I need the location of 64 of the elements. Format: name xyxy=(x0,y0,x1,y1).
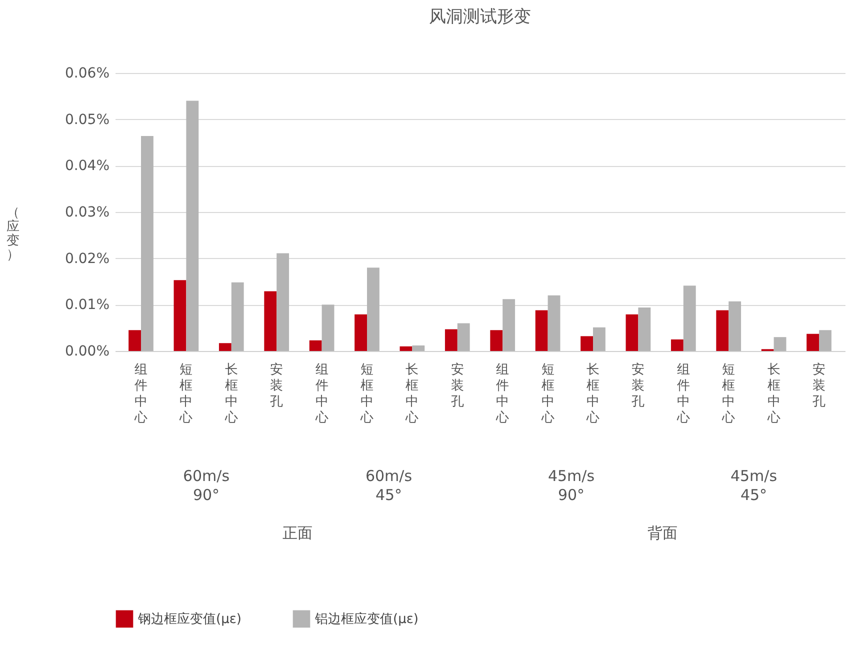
bar xyxy=(444,329,458,351)
x-tick-label: 短框中心 xyxy=(721,362,736,426)
bar xyxy=(580,336,594,351)
y-tick-label: 0.03% xyxy=(65,204,110,220)
bar xyxy=(490,330,503,351)
bar xyxy=(638,307,651,351)
bar xyxy=(218,343,232,351)
legend-label: 钢边框应变值(με) xyxy=(137,610,242,627)
bar xyxy=(457,323,470,351)
bar xyxy=(354,314,367,351)
bar xyxy=(626,314,638,351)
bar xyxy=(140,136,154,351)
bar xyxy=(535,310,548,351)
bar xyxy=(683,286,696,351)
x-tick-label: 长框中心 xyxy=(766,362,780,426)
x-tick-label: 长框中心 xyxy=(224,362,238,426)
y-tick-label: 0.01% xyxy=(65,297,110,314)
bar xyxy=(806,334,820,351)
bar xyxy=(366,268,380,351)
text: 45m/s 90° xyxy=(548,467,595,504)
bar xyxy=(309,340,322,351)
bar xyxy=(819,330,832,351)
bar xyxy=(502,299,516,351)
bar xyxy=(400,346,412,351)
bar xyxy=(128,330,141,351)
x-tick-label: 组件中心 xyxy=(133,362,148,426)
x-tick-label: 组件中心 xyxy=(314,362,328,426)
x-tick-label: 短框中心 xyxy=(178,362,193,426)
x-tick-label: 组件中心 xyxy=(495,362,510,426)
bar xyxy=(670,339,684,351)
bar xyxy=(322,304,334,351)
bar xyxy=(412,345,425,351)
x-tick-label: 长框中心 xyxy=(404,362,419,426)
x-tick-label: 长框中心 xyxy=(586,362,600,426)
x-tick-label: 安装孔 xyxy=(270,362,284,410)
x-tick-label: 安装孔 xyxy=(450,362,464,410)
bar xyxy=(593,327,606,351)
legend-label: 铝边框应变值(με) xyxy=(314,610,418,627)
y-tick-label: 0.05% xyxy=(65,112,110,128)
text: 45m/s 45° xyxy=(730,467,778,504)
x-tick-label: 安装孔 xyxy=(812,362,826,410)
bar xyxy=(774,337,786,351)
bar xyxy=(276,253,290,351)
bar xyxy=(716,310,729,351)
y-tick-label: 0.04% xyxy=(65,158,110,174)
y-axis-title: （应变） xyxy=(6,206,20,262)
y-tick-label: 0.06% xyxy=(65,66,110,82)
y-tick-label: 0.00% xyxy=(65,344,110,360)
bar xyxy=(186,100,199,351)
chart-title: 风洞测试形变 xyxy=(429,7,531,27)
x-tick-label: 短框中心 xyxy=(359,362,374,426)
x-tick-label: 安装孔 xyxy=(632,362,645,410)
y-tick-label: 0.02% xyxy=(65,250,110,267)
x-tick-label: 组件中心 xyxy=(676,362,690,426)
bar xyxy=(264,291,277,351)
bar xyxy=(548,295,560,351)
bar xyxy=(728,301,742,351)
text: 背面 xyxy=(648,524,678,542)
text: 60m/s 45° xyxy=(365,467,412,504)
text: 60m/s 90° xyxy=(182,467,230,504)
text: 正面 xyxy=(282,524,312,542)
bar xyxy=(231,282,244,351)
x-tick-label: 短框中心 xyxy=(540,362,554,426)
bar xyxy=(174,280,186,351)
